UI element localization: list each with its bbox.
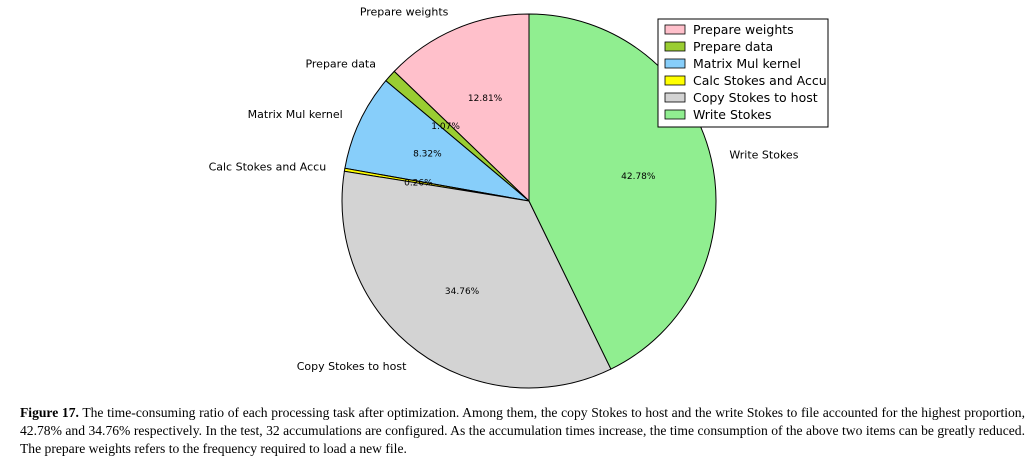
pct-label-prepare-weights: 12.81% [468, 94, 503, 104]
legend-label-prepare-weights: Prepare weights [693, 22, 794, 37]
category-labels: Prepare weights Prepare data Matrix Mul ke… [209, 6, 799, 374]
category-label-copy-stokes-to-host: Copy Stokes to host [297, 360, 407, 373]
legend-label-calc-stokes-and-accu: Calc Stokes and Accu [693, 73, 827, 88]
legend: Prepare weights Prepare data Matrix Mul ke… [657, 18, 829, 128]
legend-swatch-prepare-weights [664, 24, 686, 35]
legend-label-copy-stokes-to-host: Copy Stokes to host [693, 90, 818, 105]
pct-label-calc-stokes-and-accu: 0.26% [404, 178, 433, 188]
caption-label: Figure 17. [20, 405, 79, 420]
pct-label-matrix-mul-kernel: 8.32% [413, 150, 442, 160]
legend-swatch-copy-stokes-to-host [664, 92, 686, 103]
category-label-write-stokes: Write Stokes [729, 149, 798, 162]
pie-slice-matrix-mul-kernel [344, 80, 531, 202]
pct-label-prepare-data: 1.07% [431, 122, 460, 132]
pct-label-copy-stokes-to-host: 34.76% [445, 287, 480, 297]
legend-label-write-stokes: Write Stokes [693, 107, 771, 122]
legend-swatch-matrix-mul-kernel [664, 58, 686, 69]
category-label-calc-stokes-and-accu: Calc Stokes and Accu [209, 161, 327, 174]
percentage-labels: 12.81% 1.07% 8.32% 0.26% 34.76% 42.78% [404, 94, 656, 297]
pct-label-write-stokes: 42.78% [621, 172, 656, 182]
category-label-prepare-weights: Prepare weights [360, 6, 449, 19]
legend-label-prepare-data: Prepare data [693, 39, 773, 54]
category-label-matrix-mul-kernel: Matrix Mul kernel [248, 108, 343, 121]
pie-slice-copy-stokes-to-host [341, 170, 612, 389]
legend-swatch-write-stokes [664, 109, 686, 120]
category-label-prepare-data: Prepare data [305, 58, 376, 71]
pie-chart: 12.81% 1.07% 8.32% 0.26% 34.76% 42.78% Prepar… [209, 6, 829, 389]
caption-text: The time-consuming ratio of each process… [20, 405, 1025, 456]
legend-label-matrix-mul-kernel: Matrix Mul kernel [693, 56, 801, 71]
legend-swatch-prepare-data [664, 41, 686, 52]
figure-caption: Figure 17. The time-consuming ratio of e… [20, 404, 1025, 458]
legend-frame [657, 18, 829, 128]
legend-swatch-calc-stokes-and-accu [664, 75, 686, 86]
pie-slice-prepare-weights [393, 13, 530, 203]
